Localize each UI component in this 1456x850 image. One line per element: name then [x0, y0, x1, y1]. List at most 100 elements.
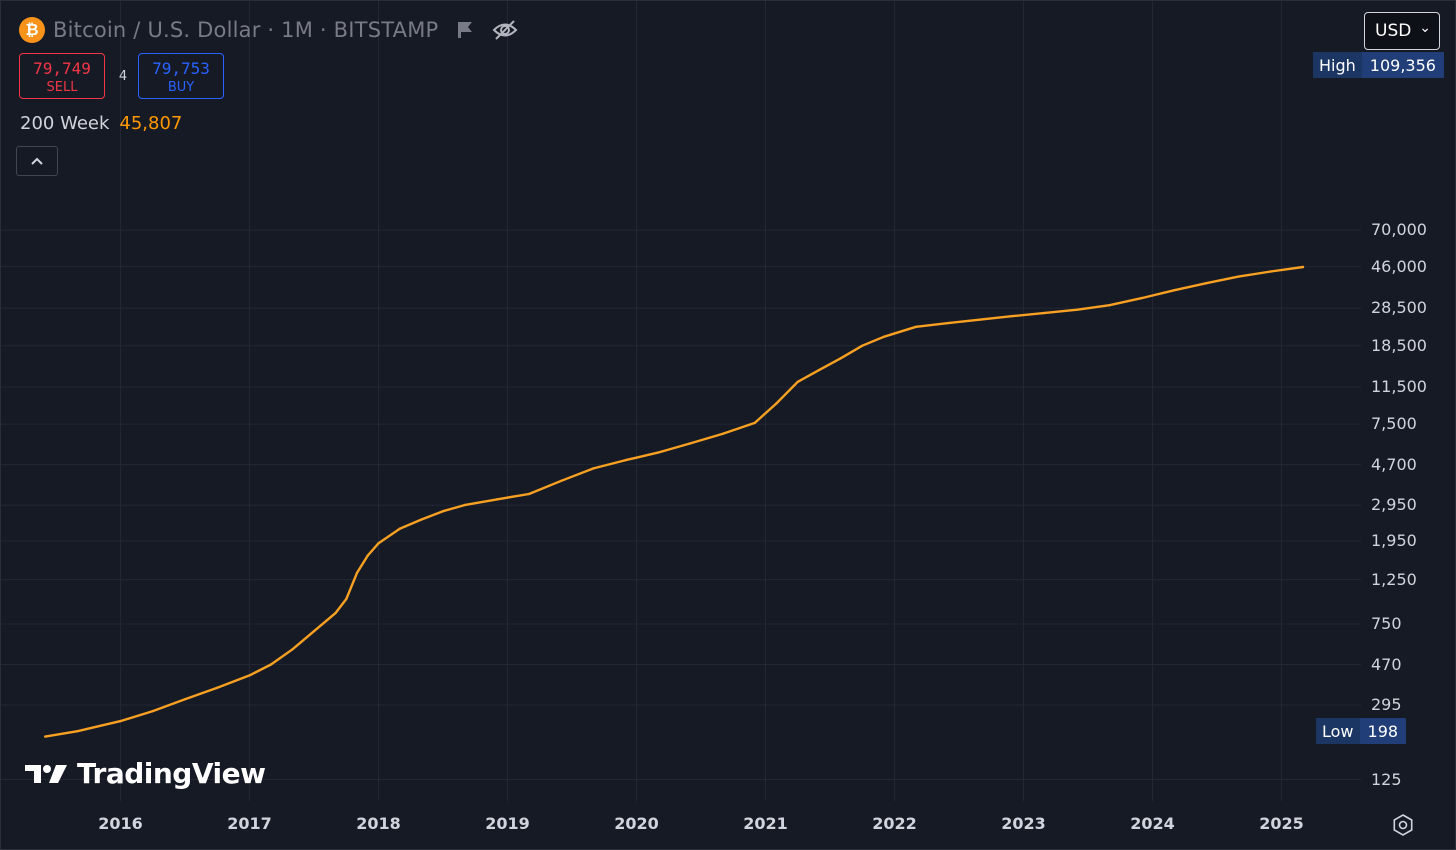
currency-label: USD [1375, 21, 1412, 41]
indicator-name: 200 Week [20, 113, 110, 134]
symbol-title[interactable]: Bitcoin / U.S. Dollar · 1M · BITSTAMP [53, 18, 439, 42]
x-tick-label: 2021 [743, 814, 788, 833]
data-point [656, 451, 660, 454]
y-tick-label: 46,000 [1371, 256, 1427, 276]
tradingview-logo-icon [25, 764, 67, 783]
series-line-200-week[interactable] [44, 265, 1305, 738]
data-point [291, 648, 294, 651]
data-point [441, 510, 445, 513]
flag-icon[interactable] [456, 21, 474, 39]
data-point [861, 344, 864, 347]
data-point [1011, 314, 1014, 318]
x-tick-label: 2024 [1130, 814, 1175, 833]
data-point [495, 498, 498, 501]
y-tick-label: 11,500 [1371, 376, 1427, 396]
sell-label: SELL [46, 80, 78, 95]
data-point [1237, 275, 1240, 278]
data-point [721, 432, 724, 436]
data-point [882, 335, 885, 338]
y-tick-label: 70,000 [1371, 220, 1427, 240]
y-tick-label: 295 [1371, 694, 1402, 714]
data-point [345, 597, 348, 601]
data-point [312, 630, 316, 633]
data-point [1269, 270, 1273, 273]
data-point [183, 698, 187, 701]
sell-button[interactable]: 79,749 SELL [19, 53, 105, 99]
tradingview-watermark[interactable]: TradingView [23, 757, 266, 790]
data-point [1301, 265, 1305, 269]
x-tick-label: 2019 [485, 814, 530, 833]
data-point [248, 674, 251, 677]
data-point [76, 730, 79, 733]
low-badge: Low 198 [1316, 718, 1407, 744]
indicator-legend[interactable]: 200 Week 45,807 [20, 113, 182, 134]
data-point [818, 368, 821, 372]
data-point [1140, 296, 1144, 300]
x-tick-label: 2025 [1259, 814, 1304, 833]
data-point [366, 554, 369, 557]
high-value: 109,356 [1361, 52, 1444, 78]
chevron-down-icon: ⌄ [1419, 20, 1431, 36]
data-point [1108, 304, 1111, 307]
data-point [269, 663, 273, 666]
data-point [839, 357, 842, 360]
x-tick-label: 2018 [356, 814, 401, 833]
data-point [592, 467, 595, 470]
settings-gear-icon[interactable] [1391, 813, 1415, 837]
data-point [420, 518, 423, 521]
data-point [947, 321, 950, 325]
data-point [1205, 282, 1208, 285]
series-layer [44, 265, 1305, 738]
y-tick-label: 1,250 [1371, 569, 1417, 589]
y-tick-label: 1,950 [1371, 531, 1417, 551]
high-badge: High 109,356 [1313, 52, 1444, 78]
x-tick-label: 2016 [98, 814, 143, 833]
y-tick-label: 470 [1371, 654, 1402, 674]
watermark-text: TradingView [77, 757, 266, 790]
data-point [775, 402, 778, 405]
data-point [1076, 308, 1079, 311]
chevron-up-icon [31, 157, 43, 165]
buy-label: BUY [167, 80, 195, 95]
data-point [979, 318, 982, 321]
data-point [914, 325, 918, 328]
y-tick-label: 7,500 [1371, 414, 1417, 434]
buy-button[interactable]: 79,753 BUY [138, 53, 224, 99]
y-tick-label: 4,700 [1371, 454, 1417, 474]
data-point [527, 492, 531, 496]
data-point [398, 527, 402, 530]
x-tick-label: 2020 [614, 814, 659, 833]
hide-eye-icon[interactable] [492, 19, 518, 41]
data-point [560, 479, 563, 482]
y-tick-label: 2,950 [1371, 495, 1417, 515]
data-point [624, 458, 627, 462]
data-point [1043, 311, 1047, 315]
data-point [355, 571, 359, 575]
buy-price: 79,753 [152, 59, 210, 78]
data-point [689, 442, 692, 445]
y-tick-label: 18,500 [1371, 335, 1427, 355]
low-value: 198 [1359, 718, 1407, 744]
data-point [119, 719, 122, 723]
data-point [334, 611, 337, 615]
x-tick-label: 2017 [227, 814, 272, 833]
indicator-value: 45,807 [119, 113, 183, 134]
collapse-legend-button[interactable] [16, 146, 58, 176]
currency-select[interactable]: USD ⌄ [1364, 12, 1440, 50]
data-point [1172, 289, 1176, 292]
data-point [44, 735, 47, 738]
symbol-header: ₿ Bitcoin / U.S. Dollar · 1M · BITSTAMP [19, 15, 518, 45]
data-point [463, 503, 466, 507]
x-tick-label: 2023 [1001, 814, 1046, 833]
y-tick-label: 28,500 [1371, 298, 1427, 318]
x-tick-label: 2022 [872, 814, 917, 833]
low-label: Low [1316, 718, 1360, 744]
spread-value: 4 [118, 69, 128, 84]
bitcoin-logo-icon: ₿ [19, 17, 45, 43]
data-point [216, 686, 219, 689]
data-point [796, 380, 799, 383]
grid-lines [1, 1, 1361, 801]
sell-price: 79,749 [33, 59, 91, 78]
